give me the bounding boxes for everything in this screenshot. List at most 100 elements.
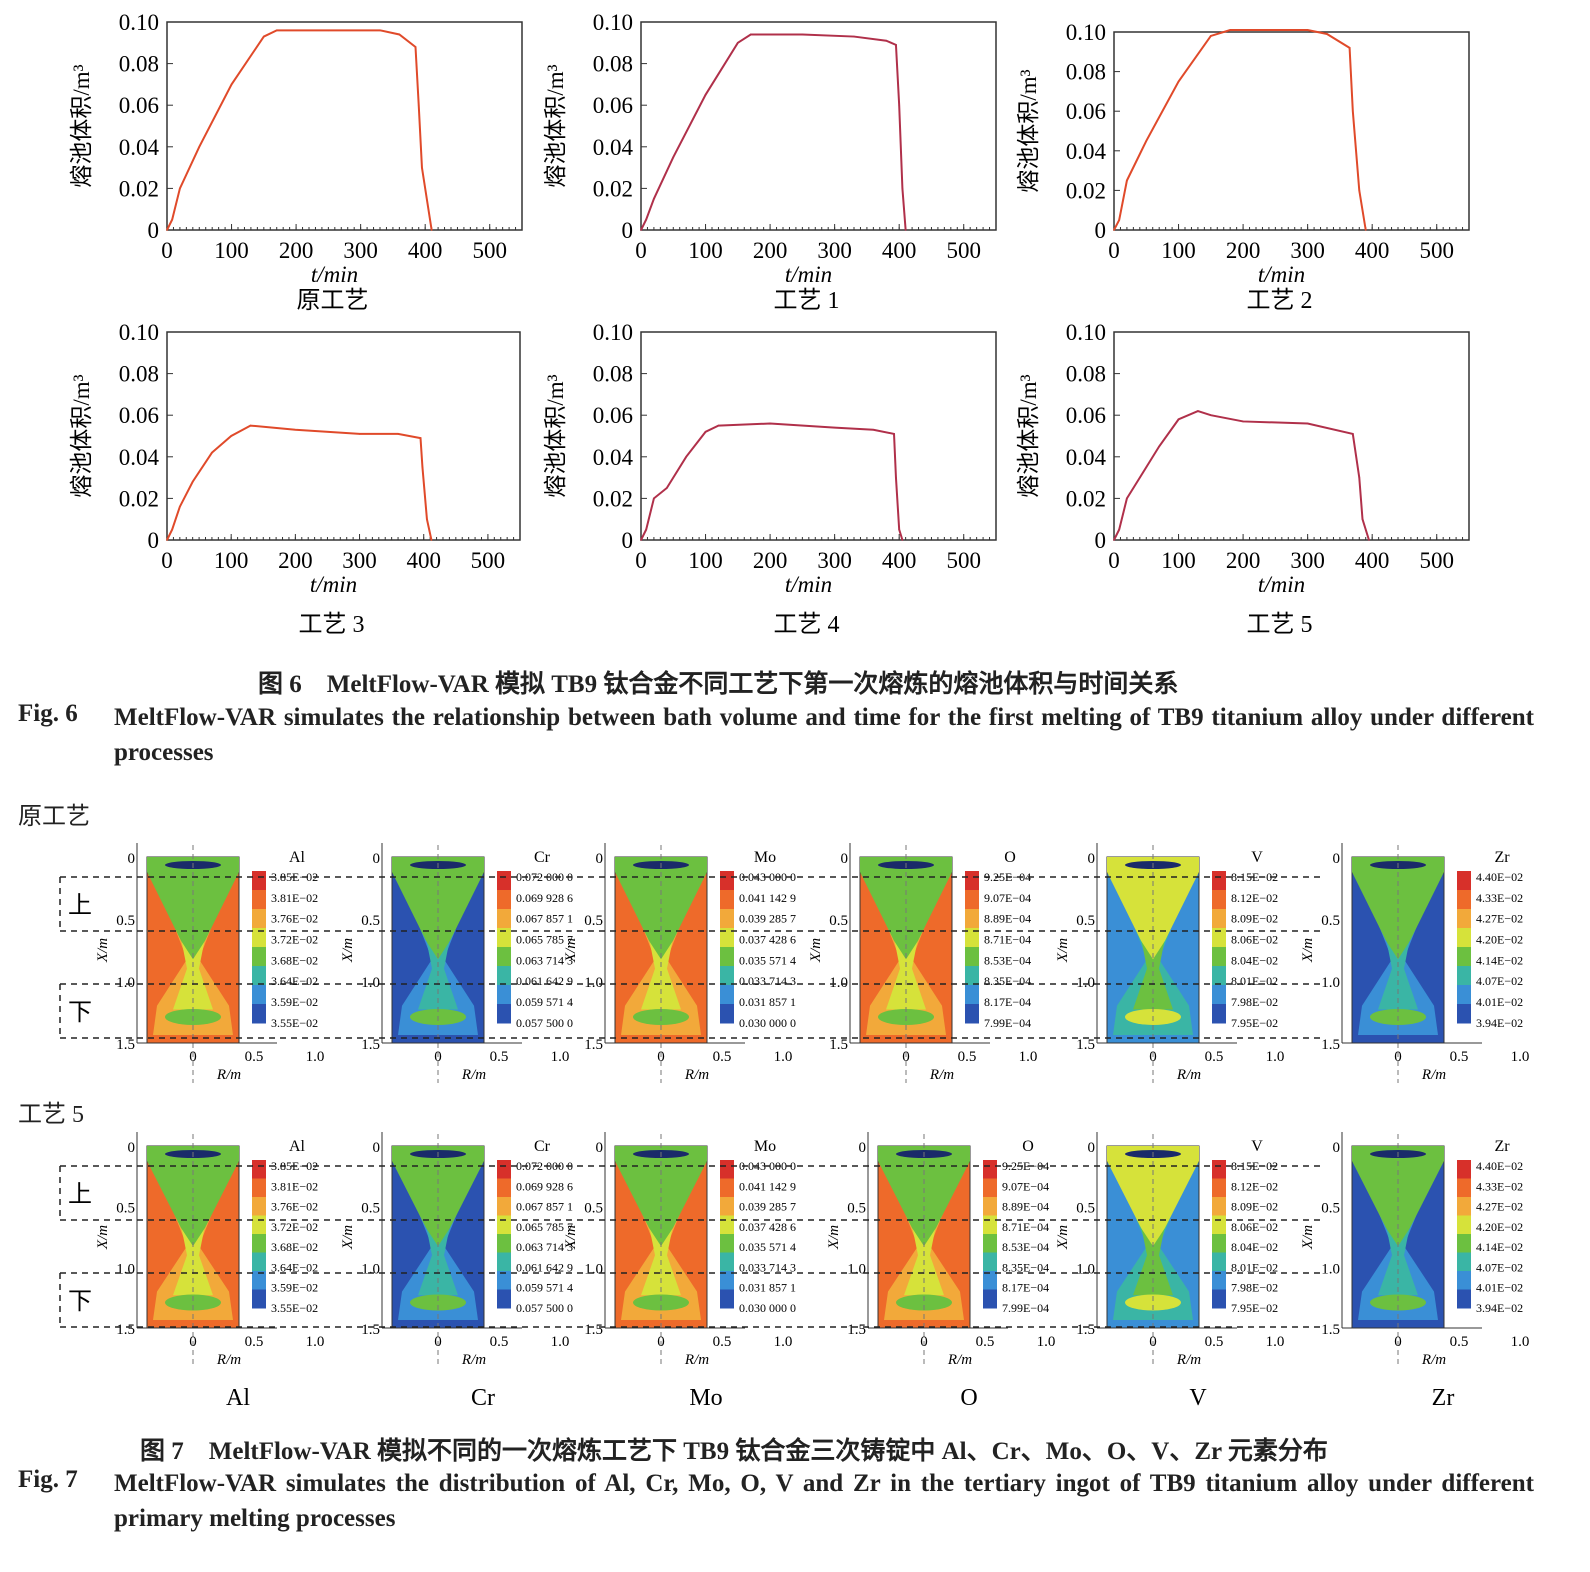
- x-tick-label: 300: [1290, 548, 1325, 573]
- data-point: [1113, 229, 1115, 231]
- line-chart-1: 0 100 200 300 400 500 0 0.02 0.04 0.06 0.08 0.10 t/m…: [543, 10, 997, 314]
- colorbar-swatch: [1457, 871, 1471, 891]
- y-tick-label: 0: [373, 851, 381, 867]
- colorbar-swatch: [1212, 1178, 1226, 1198]
- chart-title: 原工艺: [297, 287, 369, 314]
- x-tick-label: 1.0: [306, 1049, 325, 1065]
- series-line: [166, 29, 433, 231]
- contour-region: [896, 1294, 952, 1311]
- data-point: [769, 422, 771, 425]
- colorbar-swatch: [1457, 1178, 1471, 1198]
- colorbar-swatch: [252, 890, 266, 910]
- x-tick-label: 0.5: [1450, 1049, 1469, 1065]
- colorbar-swatch: [720, 1004, 734, 1024]
- colorbar-label: 8.04E−02: [1231, 953, 1278, 967]
- fig7-caption-en: MeltFlow-VAR simulates the distribution …: [114, 1470, 1534, 1532]
- colorbar-swatch: [720, 890, 734, 910]
- element-column-label: Zr: [1432, 1385, 1455, 1411]
- data-point: [294, 428, 297, 431]
- colorbar-label: 0.030 000 0: [739, 1301, 796, 1315]
- x-tick-label: 100: [1161, 238, 1196, 263]
- data-point: [1126, 179, 1128, 182]
- y-tick-label: 0.04: [119, 135, 160, 160]
- colorbar-label: 7.99E−04: [984, 1016, 1031, 1030]
- colorbar-label: 4.14E−02: [1476, 953, 1523, 967]
- colorbar-swatch: [720, 1197, 734, 1216]
- data-point: [1352, 433, 1354, 435]
- colorbar-label: 8.89E−04: [984, 912, 1031, 926]
- y-tick-label: 0: [1088, 851, 1096, 867]
- series-line: [1113, 29, 1367, 231]
- y-tick-label: 0.06: [1066, 403, 1106, 428]
- colorbar-swatch: [252, 1252, 266, 1272]
- y-tick-label: 0.02: [1066, 486, 1106, 511]
- contour-region: [615, 1146, 707, 1247]
- colorbar-swatch: [252, 1234, 266, 1253]
- colorbar-swatch: [497, 1197, 511, 1216]
- colorbar-swatch: [1212, 909, 1226, 929]
- y-tick-label: 0: [148, 218, 160, 243]
- colorbar-swatch: [252, 1197, 266, 1216]
- plot-frame: [1113, 331, 1470, 541]
- colorbar-label: 3.76E−02: [271, 912, 318, 926]
- data-point: [398, 33, 401, 36]
- x-axis-label: R/m: [216, 1352, 241, 1368]
- data-point: [1158, 445, 1160, 448]
- row-label-process5: 工艺 5: [18, 1102, 84, 1128]
- data-point: [430, 539, 433, 541]
- colorbar-label: 0.059 571 4: [516, 1281, 573, 1295]
- y-tick-label: 1.0: [361, 1261, 380, 1277]
- colorbar-label: 8.17E−04: [984, 995, 1031, 1009]
- colorbar-swatch: [965, 947, 979, 967]
- y-axis-label: 熔池体积/m³: [1016, 374, 1041, 497]
- x-tick-label: 100: [214, 238, 249, 263]
- colorbar-label: 8.06E−02: [1231, 1220, 1278, 1234]
- y-tick-label: 0.10: [593, 10, 633, 35]
- colorbar-title: V: [1251, 1138, 1263, 1155]
- x-axis-label: R/m: [461, 1067, 486, 1083]
- colorbar-label: 4.27E−02: [1476, 1200, 1523, 1214]
- y-tick-label: 0.08: [593, 52, 633, 77]
- x-axis-label: R/m: [1176, 1352, 1201, 1368]
- y-axis-label: X/m: [1300, 1225, 1316, 1250]
- colorbar-swatch: [1457, 985, 1471, 1005]
- colorbar-swatch: [1457, 947, 1471, 967]
- data-point: [1274, 29, 1277, 31]
- data-point: [230, 83, 233, 86]
- y-axis-label: 熔池体积/m³: [1016, 69, 1041, 192]
- colorbar-swatch: [252, 1178, 266, 1198]
- y-tick-label: 0.04: [593, 445, 634, 470]
- x-tick-label: 0: [657, 1049, 665, 1065]
- data-point: [1139, 476, 1141, 479]
- colorbar-swatch: [1457, 1160, 1471, 1179]
- colorbar-label: 4.33E−02: [1476, 1179, 1523, 1193]
- colorbar-label: 4.07E−02: [1476, 1260, 1523, 1274]
- y-tick-label: 0.04: [119, 445, 160, 470]
- data-point: [1210, 35, 1212, 37]
- x-tick-label: 0.5: [976, 1334, 995, 1350]
- data-point: [901, 187, 904, 190]
- colorbar-swatch: [720, 1289, 734, 1309]
- y-tick-label: 0.06: [593, 403, 633, 428]
- fig6-caption-en: MeltFlow-VAR simulates the relationship …: [114, 704, 1534, 766]
- data-point: [749, 33, 752, 36]
- colorbar-swatch: [965, 985, 979, 1005]
- data-point: [904, 229, 907, 231]
- contour-region: [1125, 1294, 1181, 1311]
- data-point: [1118, 528, 1120, 531]
- y-tick-label: 0.5: [361, 1201, 380, 1217]
- contour-panel-O: 00.51.01.50 0.5 1.0R/mX/mO9.25E−049.07E−04…: [808, 843, 1037, 1083]
- colorbar-swatch: [965, 928, 979, 948]
- colorbar-swatch: [720, 928, 734, 948]
- y-tick-label: 0: [596, 851, 604, 867]
- data-point: [653, 198, 655, 200]
- colorbar-swatch: [497, 909, 511, 929]
- data-point: [1352, 110, 1354, 112]
- x-tick-label: 0: [657, 1334, 665, 1350]
- y-tick-label: 0: [596, 1140, 604, 1156]
- x-tick-label: 0.5: [490, 1334, 509, 1350]
- y-tick-label: 0: [148, 528, 160, 553]
- data-point: [666, 487, 668, 489]
- colorbar-label: 0.063 714 3: [516, 1240, 573, 1254]
- x-tick-label: 1.0: [306, 1334, 325, 1350]
